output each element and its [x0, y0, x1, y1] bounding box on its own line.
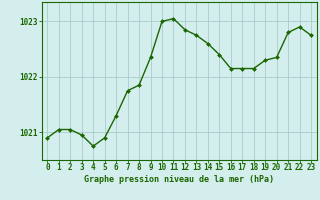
X-axis label: Graphe pression niveau de la mer (hPa): Graphe pression niveau de la mer (hPa): [84, 175, 274, 184]
